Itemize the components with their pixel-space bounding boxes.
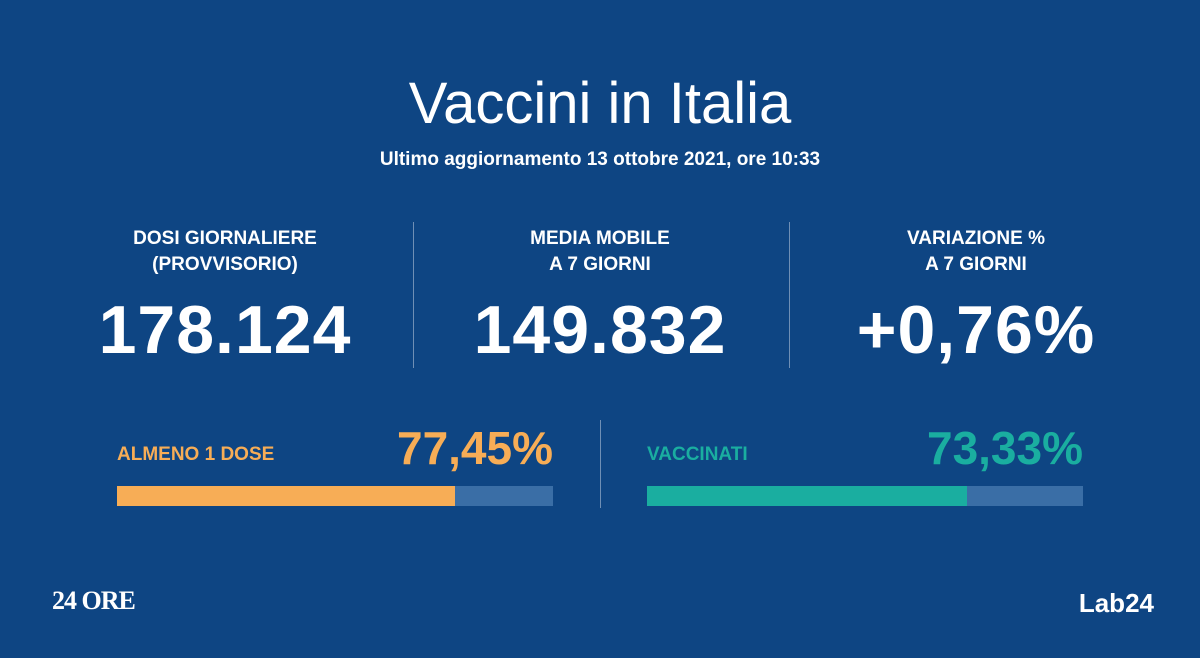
stat-label: MEDIA MOBILE A 7 GIORNI	[415, 226, 785, 278]
stat-value: +0,76%	[856, 292, 1096, 368]
progress-value: 77,45%	[396, 422, 553, 474]
stat-label-line2: A 7 GIORNI	[925, 254, 1027, 275]
stat-moving-average: MEDIA MOBILE A 7 GIORNI 149.832	[415, 226, 785, 372]
stat-value: 178.124	[98, 292, 352, 368]
progress-fill	[647, 486, 967, 506]
divider	[789, 222, 790, 368]
progress-vaccinated: VACCINATI 73,33%	[647, 422, 1083, 506]
progress-track	[117, 486, 553, 506]
stat-label-line2: (PROVVISORIO)	[152, 254, 298, 275]
progress-label: ALMENO 1 DOSE	[117, 444, 275, 465]
divider	[413, 222, 414, 368]
stat-label-line1: VARIAZIONE %	[907, 228, 1045, 249]
lab24-logo: Lab24	[1078, 588, 1154, 618]
stat-label: VARIAZIONE % A 7 GIORNI	[791, 226, 1161, 278]
sole-24-ore-logo: 24 ORE	[52, 586, 136, 615]
stat-daily-doses: DOSI GIORNALIERE (PROVVISORIO) 178.124	[40, 226, 410, 372]
stat-weekly-change: VARIAZIONE % A 7 GIORNI +0,76%	[791, 226, 1161, 372]
progress-fill	[117, 486, 455, 506]
progress-at-least-one-dose: ALMENO 1 DOSE 77,45%	[117, 422, 553, 506]
page-title: Vaccini in Italia	[408, 71, 792, 136]
divider	[600, 420, 601, 508]
progress-label: VACCINATI	[647, 444, 748, 465]
stat-label-line1: DOSI GIORNALIERE	[133, 228, 317, 249]
last-update-text: Ultimo aggiornamento 13 ottobre 2021, or…	[379, 149, 821, 170]
progress-value: 73,33%	[926, 422, 1083, 474]
stat-value: 149.832	[473, 292, 727, 368]
stat-label-line2: A 7 GIORNI	[549, 254, 651, 275]
stat-label: DOSI GIORNALIERE (PROVVISORIO)	[40, 226, 410, 278]
progress-track	[647, 486, 1083, 506]
stat-label-line1: MEDIA MOBILE	[530, 228, 670, 249]
